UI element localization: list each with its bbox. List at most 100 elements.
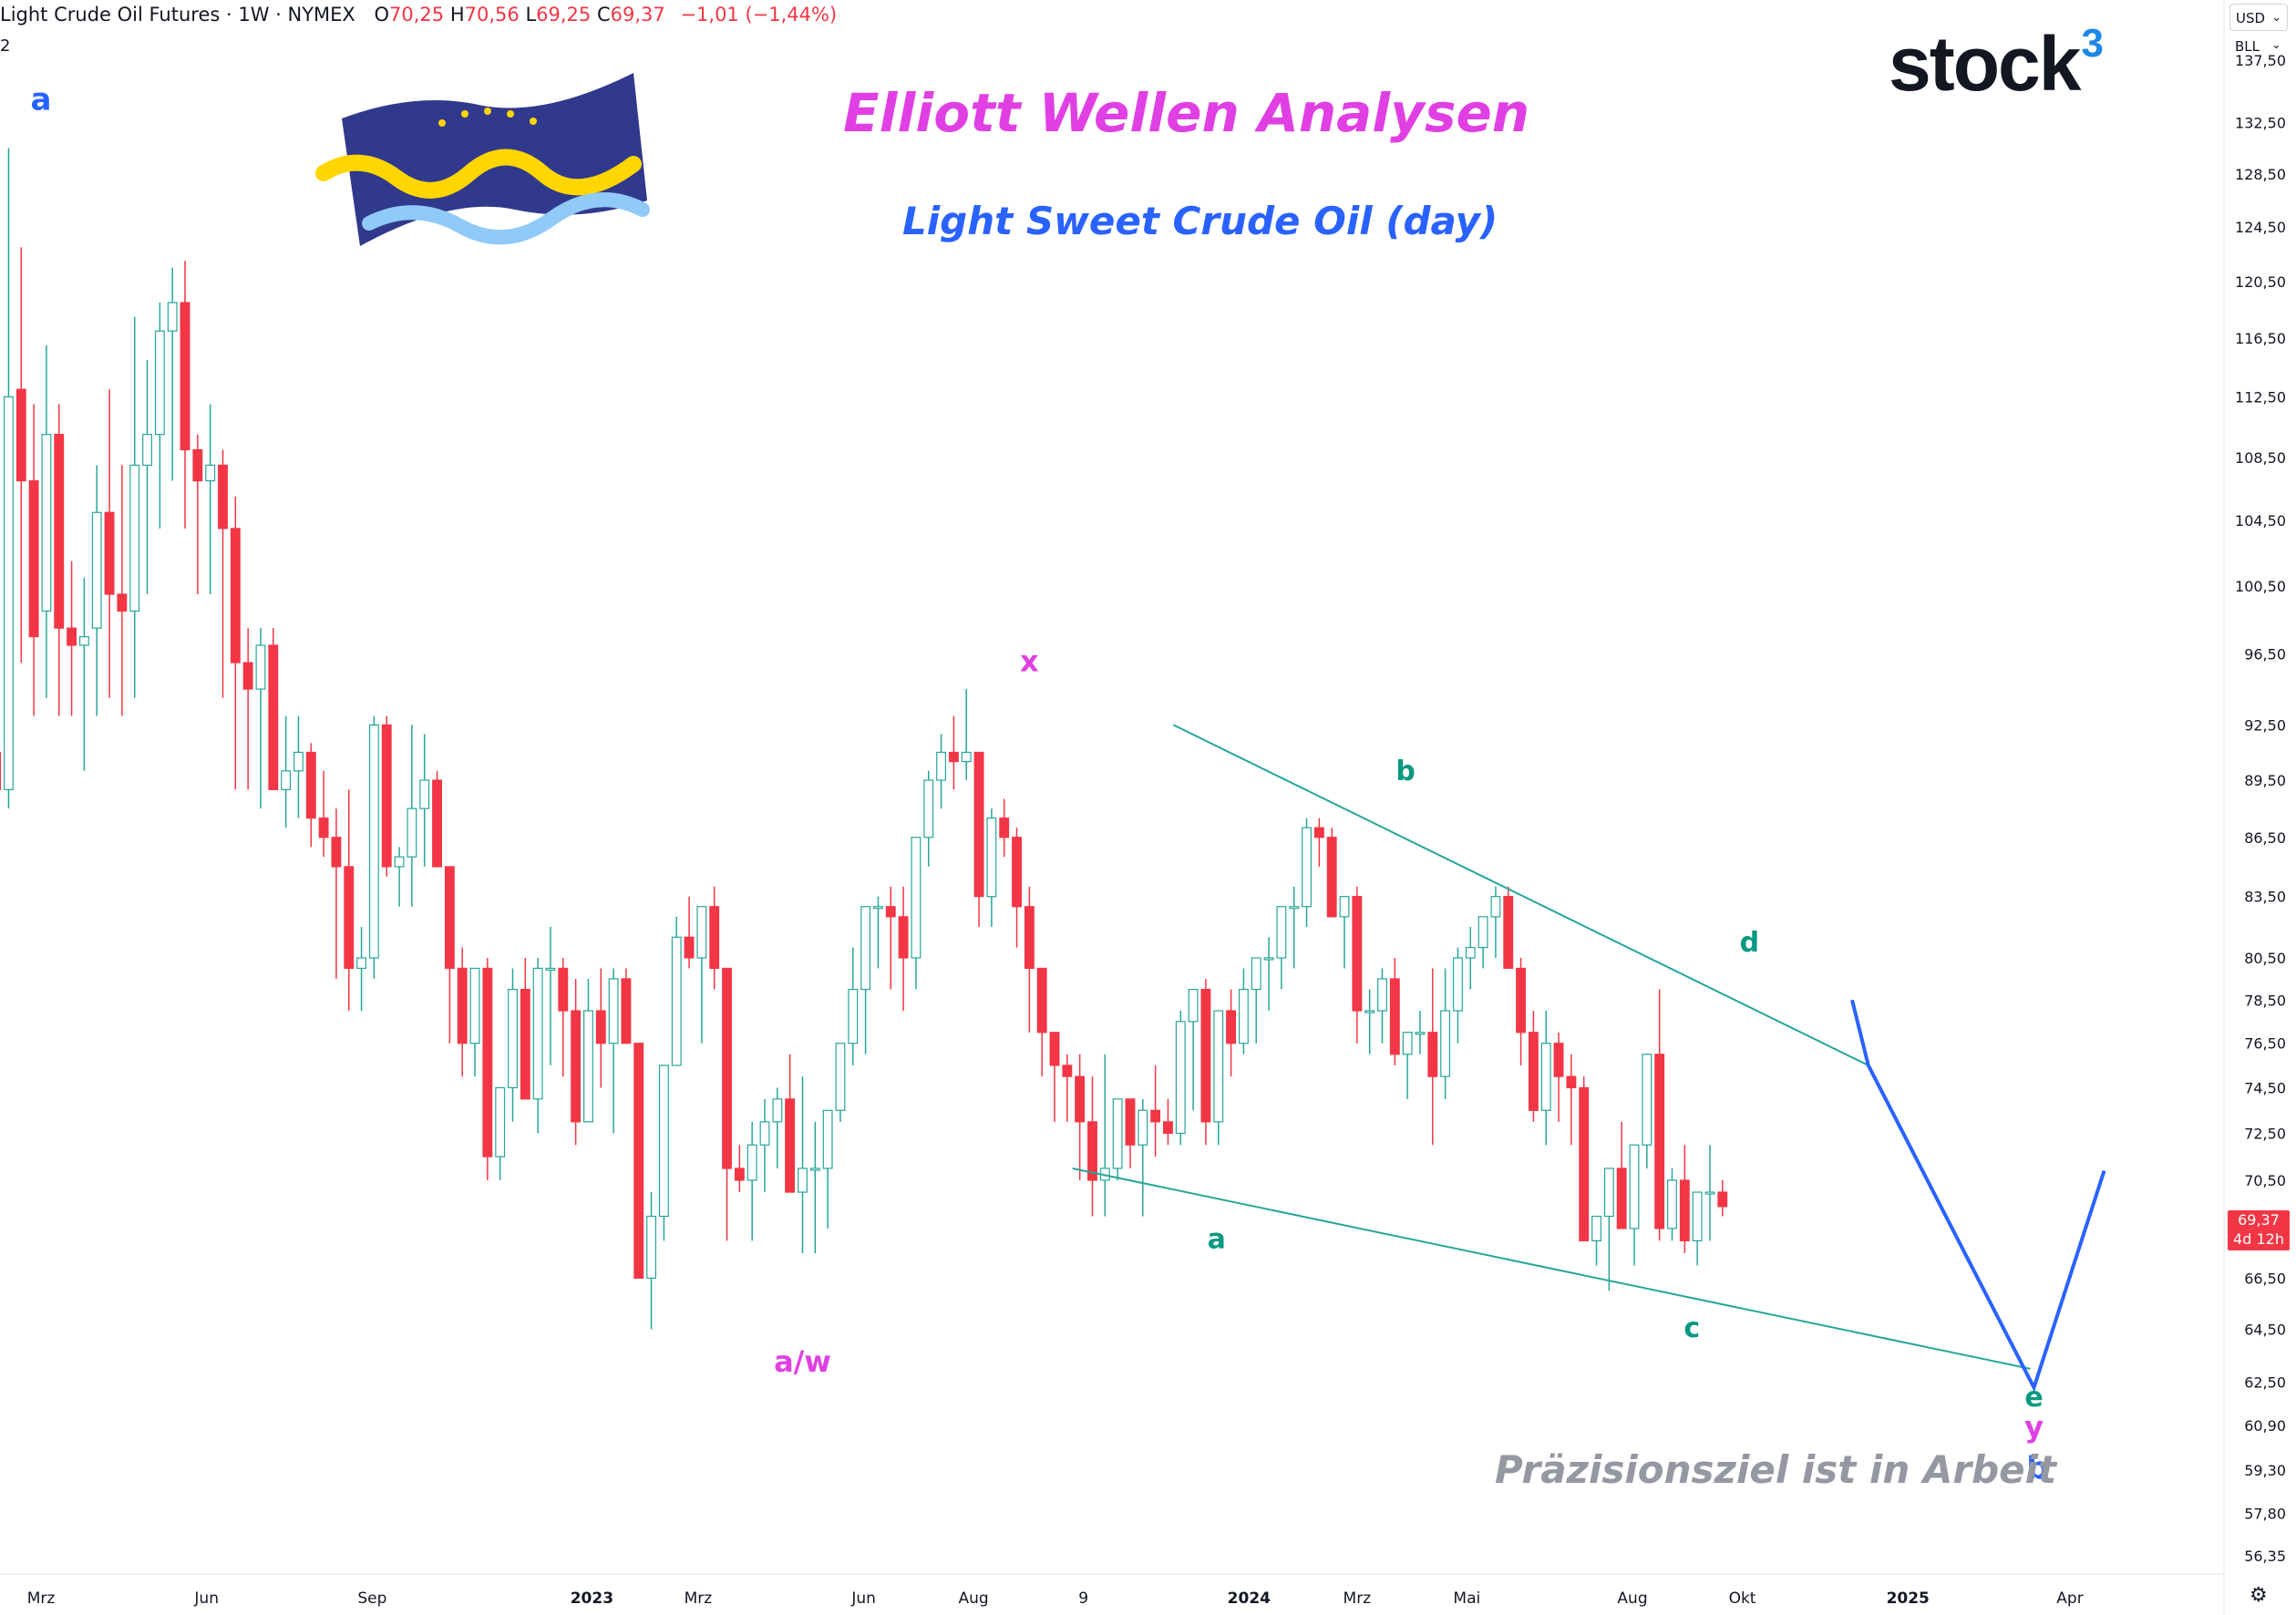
- candle-body: [1427, 1032, 1438, 1077]
- price-tick-label: 104,50: [2235, 512, 2286, 530]
- candle-body: [948, 751, 959, 763]
- chevron-down-icon: ⌄: [2271, 38, 2281, 52]
- wave-label: d: [1740, 927, 1759, 959]
- candle-body: [1692, 1191, 1703, 1241]
- candle-body: [1654, 1054, 1665, 1229]
- low-label: L: [525, 4, 537, 26]
- candle-body: [986, 818, 997, 898]
- candle-body: [1289, 906, 1300, 910]
- price-tick-label: 60,90: [2244, 1417, 2286, 1435]
- candle-body: [1112, 1098, 1123, 1169]
- wave-label: b: [2026, 1451, 2048, 1487]
- price-tick-label: 86,50: [2244, 829, 2286, 847]
- candle-body: [419, 779, 430, 809]
- high-label: H: [449, 4, 465, 26]
- price-tick-label: 78,50: [2244, 992, 2286, 1009]
- time-tick-label: 2024: [1228, 1589, 1271, 1608]
- symbol-title[interactable]: Light Crude Oil Futures · 1W · NYMEX: [0, 4, 355, 26]
- candle-body: [1313, 827, 1324, 838]
- candle-body: [1049, 1032, 1060, 1066]
- chart-title: Elliott Wellen Analysen: [843, 82, 1530, 144]
- trendline: [1172, 724, 1869, 1066]
- price-tick-label: 128,50: [2235, 166, 2286, 183]
- time-tick-label: Apr: [2056, 1589, 2083, 1608]
- candle-body: [495, 1086, 506, 1157]
- price-tick-label: 64,50: [2244, 1322, 2286, 1339]
- candle-body: [1440, 1010, 1451, 1077]
- candles: [0, 148, 1728, 1330]
- candle-body: [142, 434, 152, 467]
- unit-selector[interactable]: BLL ⌄: [2235, 38, 2281, 55]
- wave-label: y: [2024, 1409, 2044, 1444]
- candle-body: [4, 396, 14, 790]
- candle-body: [1490, 896, 1501, 918]
- candle-body: [1415, 1032, 1426, 1035]
- low-value: 69,25: [536, 4, 592, 26]
- candle-body: [746, 1144, 757, 1181]
- wave-label: e: [2024, 1382, 2043, 1414]
- price-tick-label: 62,50: [2244, 1374, 2286, 1392]
- candle-body: [1036, 967, 1047, 1034]
- gear-icon[interactable]: ⚙: [2250, 1584, 2268, 1607]
- price-tick-label: 92,50: [2244, 716, 2286, 734]
- wave-label: c: [1683, 1312, 1700, 1344]
- close-label: C: [596, 4, 611, 26]
- candle-body: [1616, 1168, 1627, 1229]
- candle-body: [281, 770, 292, 790]
- candle-body: [394, 856, 405, 868]
- candle-body: [91, 511, 102, 629]
- candle-body: [1125, 1098, 1136, 1146]
- candle-body: [1704, 1191, 1715, 1195]
- candle-body: [1188, 988, 1199, 1023]
- candle-body: [242, 662, 253, 690]
- price-tick-label: 100,50: [2235, 578, 2286, 595]
- open-value: 70,25: [389, 4, 445, 26]
- candle-body: [1579, 1086, 1590, 1241]
- candle-body: [469, 967, 480, 1044]
- currency-selector[interactable]: USD ⌄: [2229, 4, 2288, 31]
- candle-body: [1528, 1032, 1539, 1111]
- candle-body: [331, 837, 342, 868]
- candle-body: [558, 967, 569, 1012]
- unit-value: BLL: [2235, 38, 2260, 55]
- watermark-text: Präzisionsziel ist in Arbeit: [1495, 1447, 2057, 1492]
- brand-sup: 3: [2081, 21, 2104, 66]
- price-tick-label: 132,50: [2235, 114, 2286, 131]
- price-tick-label: 56,35: [2244, 1548, 2286, 1565]
- candle-body: [78, 635, 89, 646]
- candle-body: [1238, 988, 1249, 1044]
- time-tick-label: Aug: [1617, 1589, 1647, 1608]
- candle-body: [268, 644, 279, 790]
- candle-body: [583, 1010, 593, 1123]
- candle-body: [734, 1168, 745, 1181]
- candle-body: [1326, 837, 1337, 918]
- open-label: O: [374, 4, 390, 26]
- candle-body: [381, 724, 392, 868]
- candle-body: [1062, 1065, 1073, 1077]
- brand-name: stock: [1889, 21, 2081, 107]
- candle-body: [1175, 1021, 1186, 1135]
- trendline: [1072, 1167, 2031, 1370]
- candle-body: [822, 1109, 833, 1169]
- currency-value: USD: [2236, 10, 2266, 26]
- candle-body: [482, 967, 493, 1157]
- candle-body: [1377, 978, 1387, 1012]
- candle-body: [1540, 1043, 1551, 1111]
- candle-body: [1453, 957, 1463, 1012]
- candle-body: [154, 330, 165, 436]
- candle-body: [305, 751, 316, 819]
- time-tick-label: Jun: [193, 1589, 219, 1608]
- price-tick-label: 108,50: [2235, 449, 2286, 467]
- candle-body: [999, 818, 1010, 838]
- candle-body: [344, 866, 355, 970]
- wave-label: x: [1020, 644, 1039, 679]
- candle-body: [129, 464, 140, 612]
- time-tick-label: Okt: [1729, 1589, 1756, 1608]
- price-tick-label: 89,50: [2244, 772, 2286, 789]
- candle-body: [696, 906, 707, 959]
- wave-label: b: [1395, 756, 1415, 787]
- price-tick-label: 83,50: [2244, 889, 2286, 906]
- candle-body: [898, 916, 909, 959]
- price-tick-label: 116,50: [2235, 330, 2286, 347]
